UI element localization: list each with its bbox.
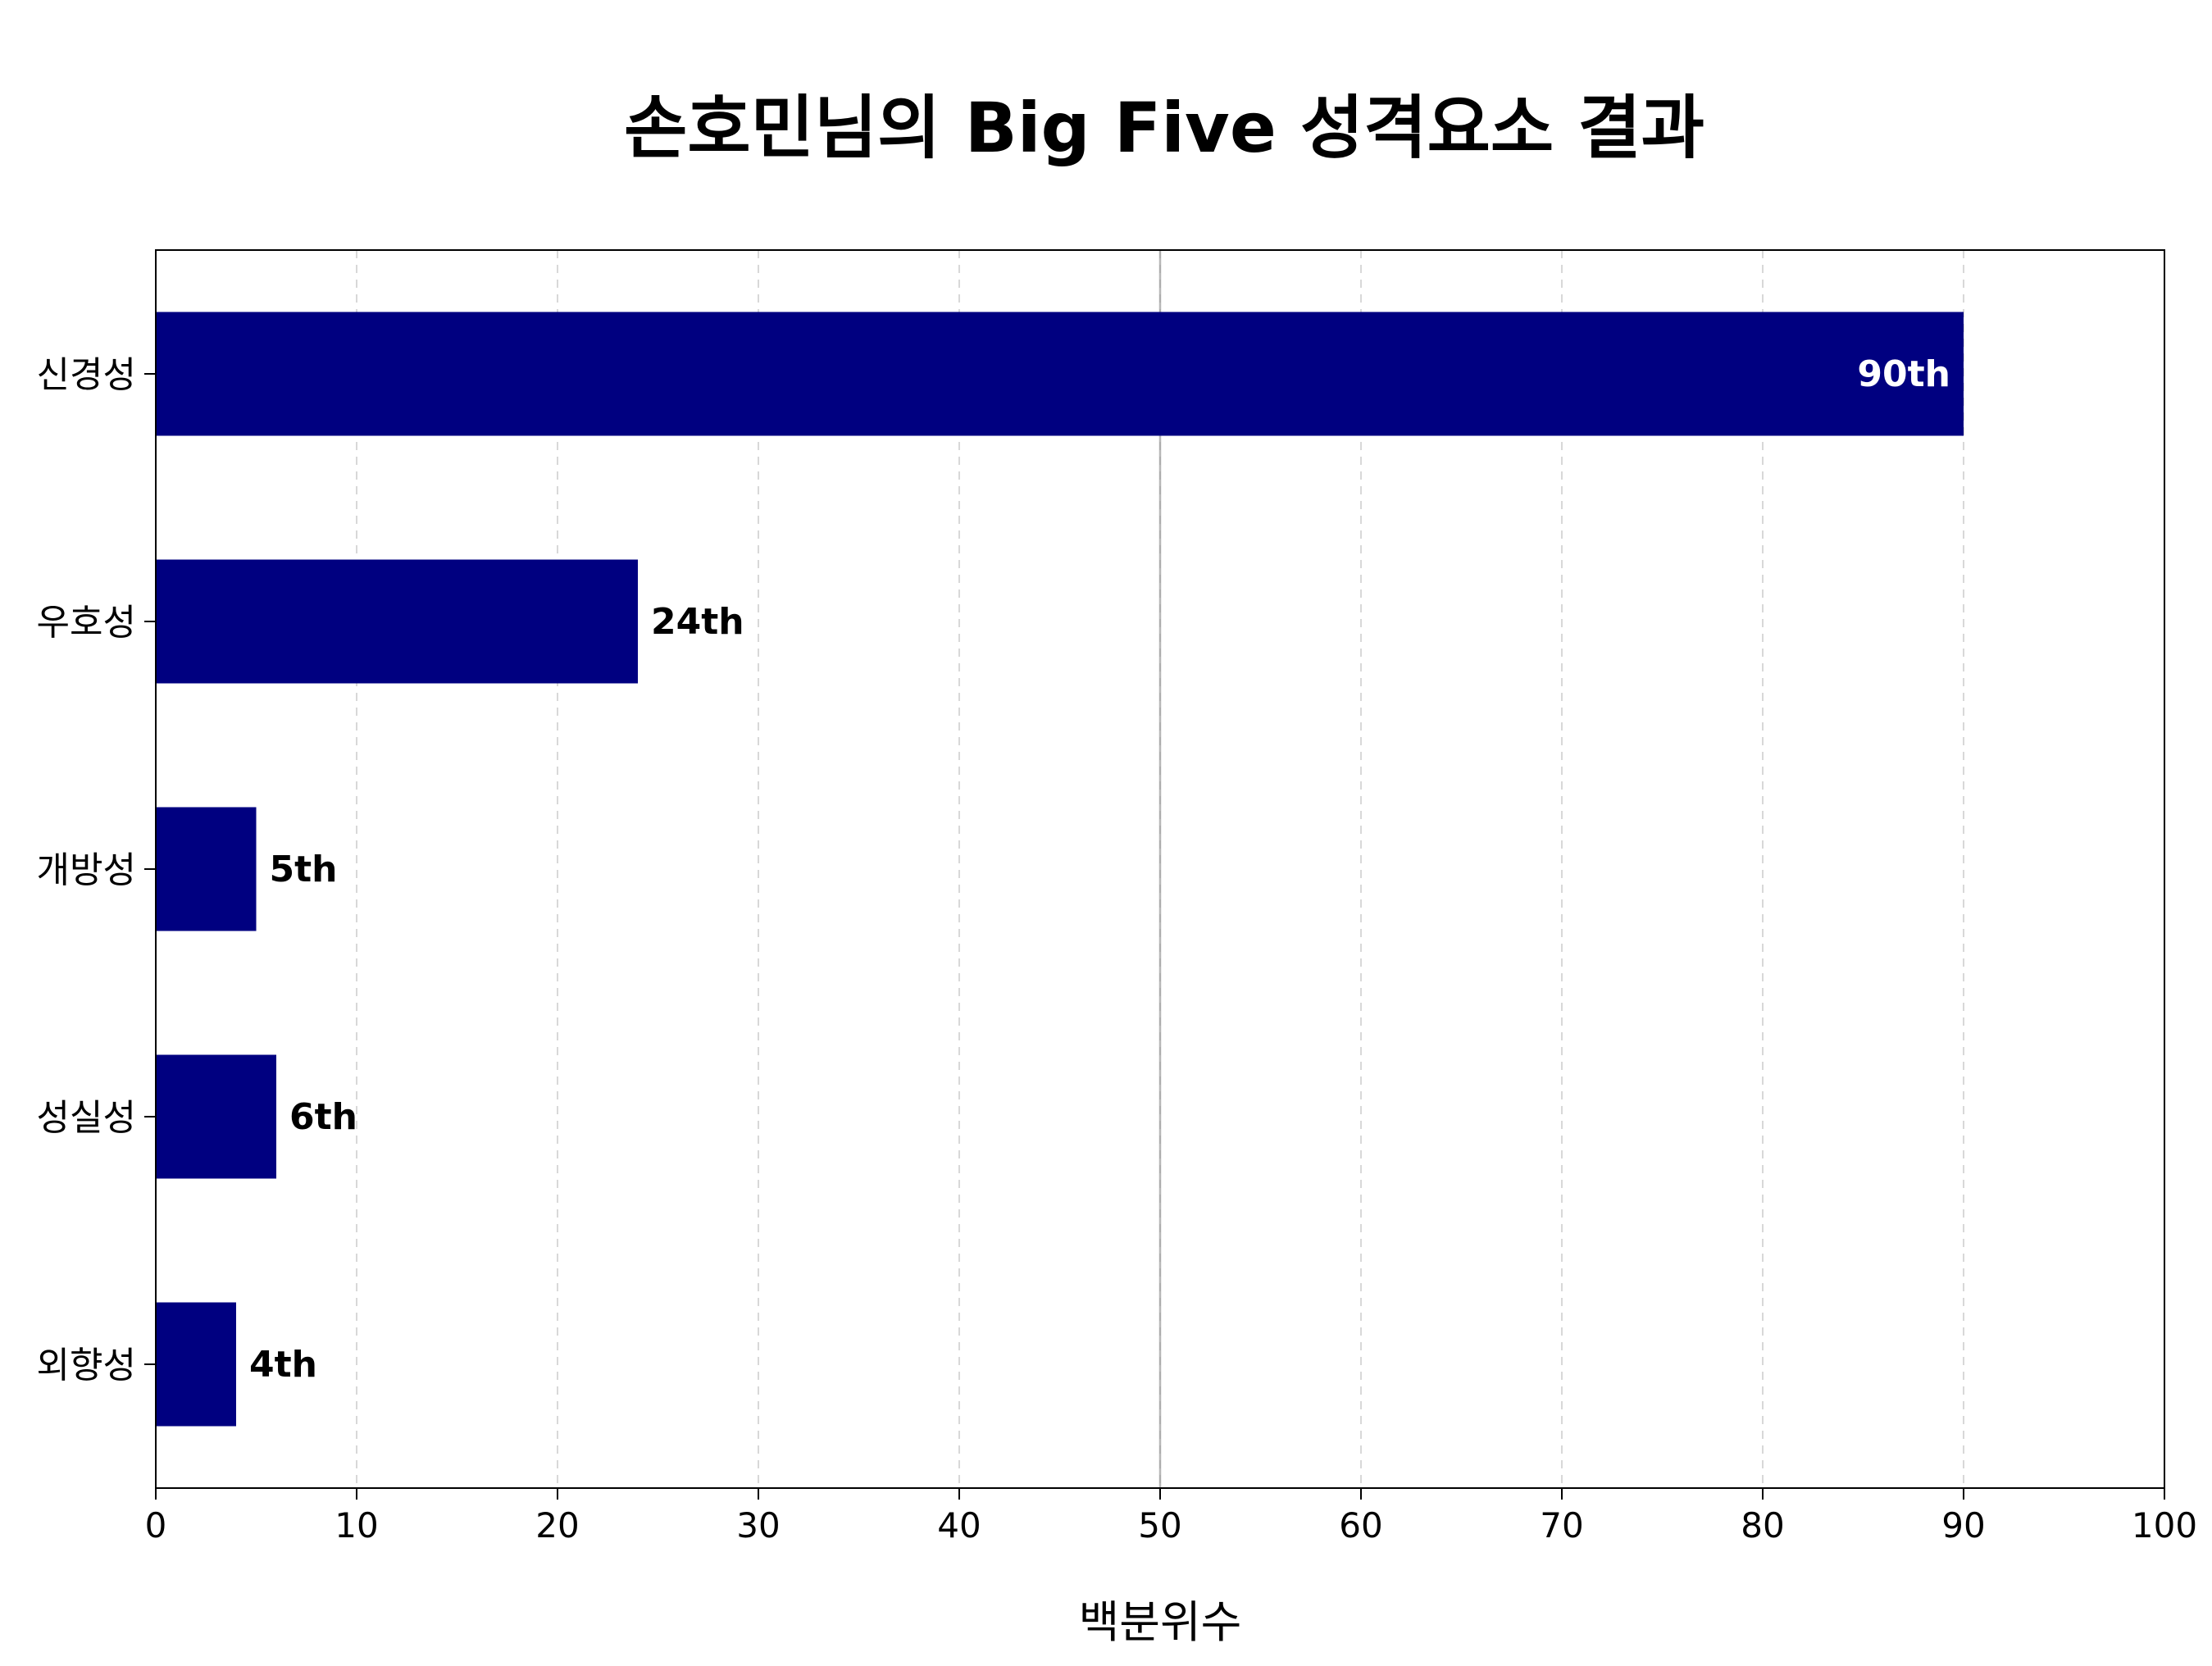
x-tick-label: 40	[937, 1505, 981, 1545]
y-category-label: 외향성	[37, 1345, 136, 1386]
bar-value-label: 6th	[289, 1096, 357, 1138]
y-category-label: 신경성	[37, 354, 136, 396]
bar-value-label: 90th	[1857, 353, 1950, 395]
bar-value-label: 4th	[249, 1344, 317, 1386]
x-tick-label: 70	[1540, 1505, 1583, 1545]
x-tick-label: 60	[1339, 1505, 1382, 1545]
bar-value-label: 5th	[270, 849, 338, 890]
bars	[156, 312, 1964, 1427]
bar	[156, 1302, 236, 1427]
x-axis: 0 10 20 30 40 50 60 70 80 90 100	[145, 1488, 2197, 1545]
bar-value-labels: 90th 24th 5th 6th 4th	[249, 353, 1950, 1386]
x-tick-label: 90	[1941, 1505, 1985, 1545]
x-tick-label: 100	[2132, 1505, 2197, 1545]
y-category-label: 개방성	[37, 849, 136, 891]
bar	[156, 807, 257, 931]
x-tick-label: 50	[1138, 1505, 1181, 1545]
x-tick-label: 30	[736, 1505, 780, 1545]
x-tick-label: 0	[145, 1505, 167, 1545]
bar	[156, 559, 638, 684]
x-tick-label: 10	[335, 1505, 378, 1545]
bar-value-label: 24th	[651, 601, 744, 643]
bar	[156, 1054, 276, 1179]
bar	[156, 312, 1964, 436]
x-tick-label: 20	[535, 1505, 579, 1545]
y-category-label: 성실성	[37, 1097, 136, 1139]
y-category-label: 우호성	[37, 602, 136, 644]
x-axis-title: 백분위수	[1079, 1596, 1242, 1648]
chart-title: 손호민님의 Big Five 성격요소 결과	[624, 88, 1705, 168]
x-tick-label: 80	[1741, 1505, 1784, 1545]
